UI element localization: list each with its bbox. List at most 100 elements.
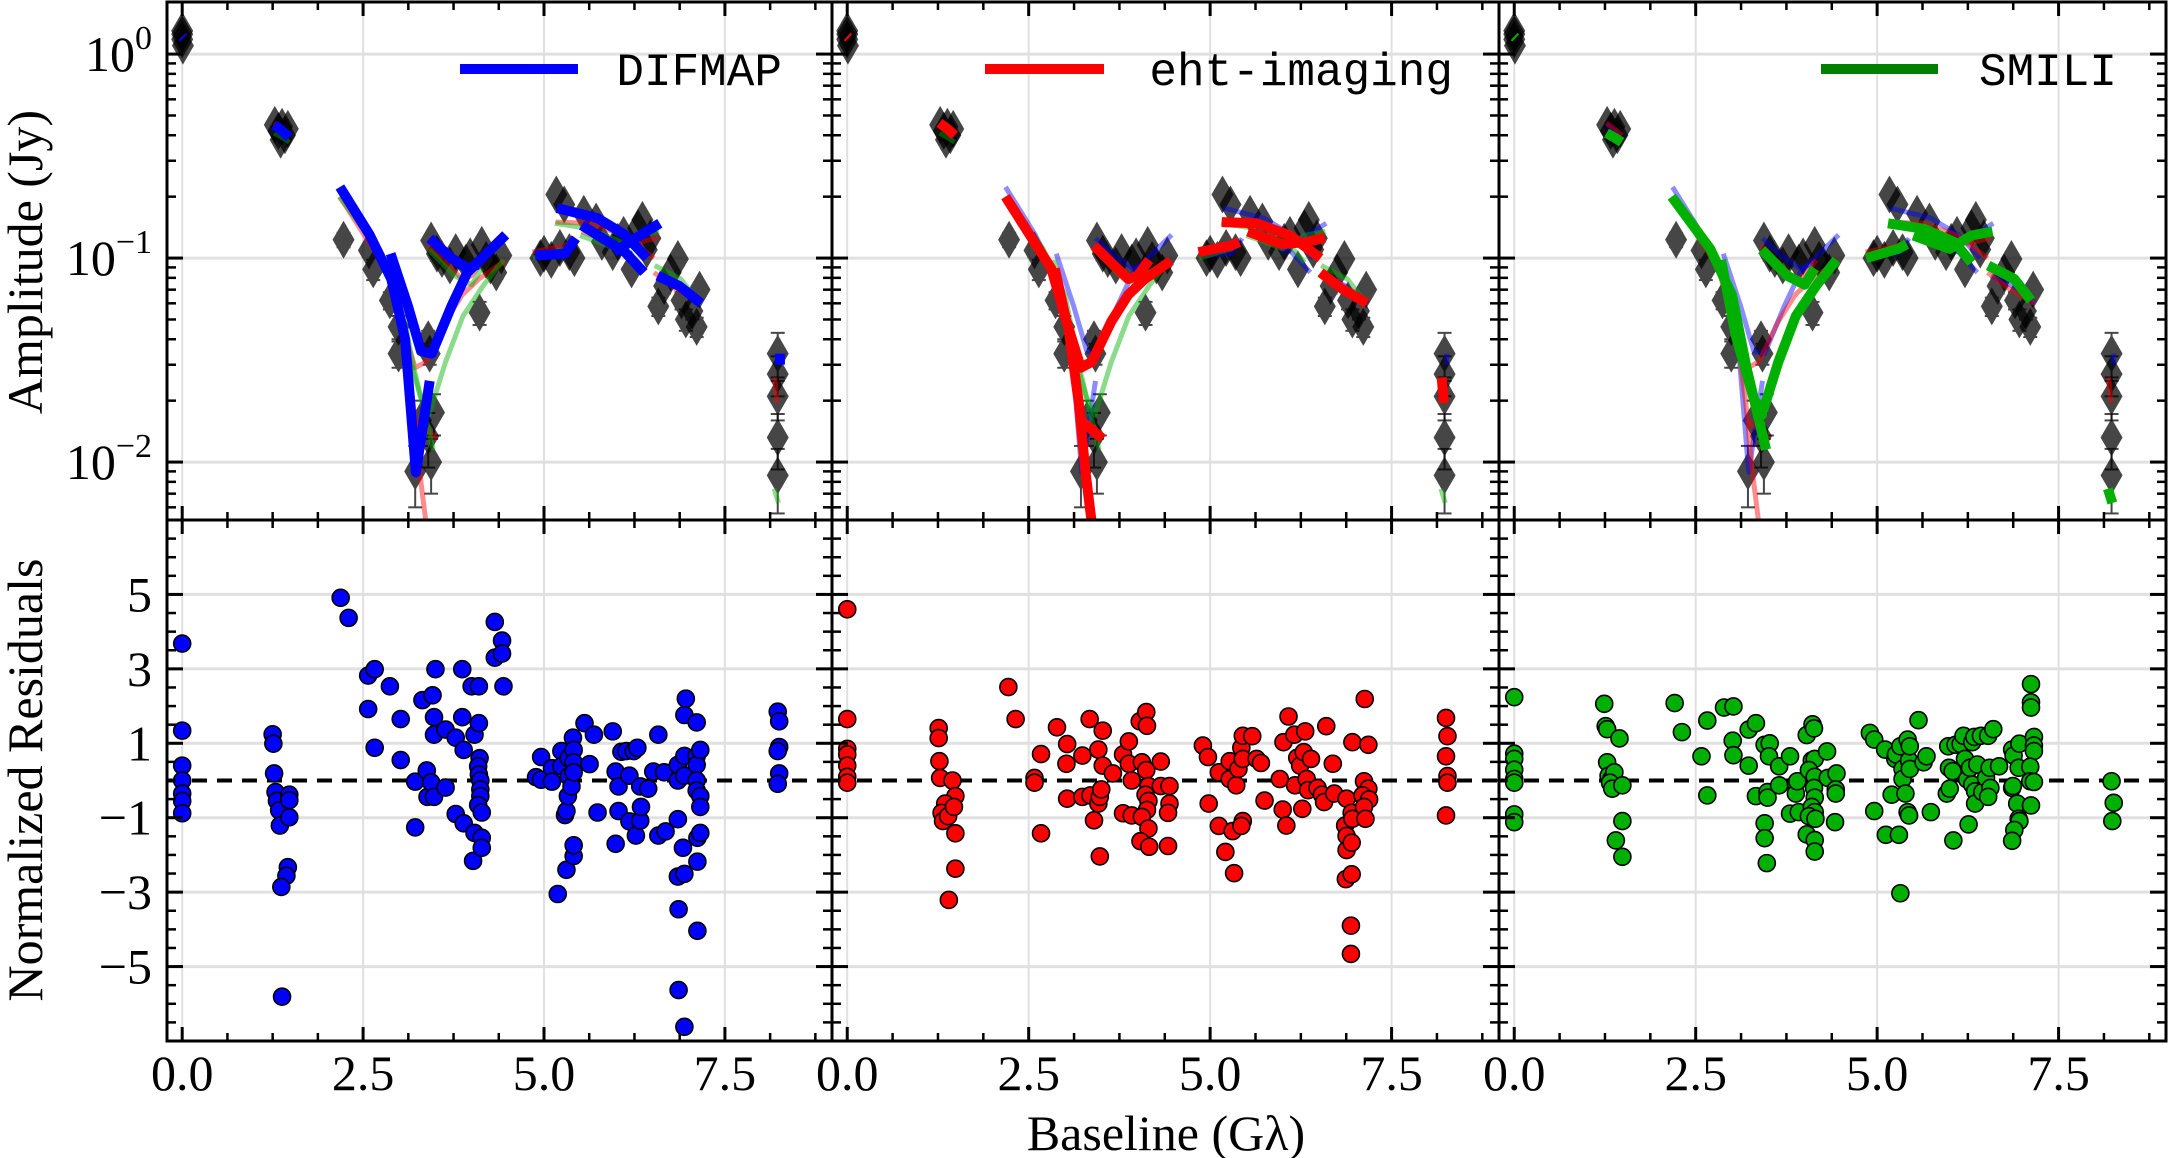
residual-point [391,750,411,770]
residual-plot-area [1499,674,2166,903]
data-point [1665,220,1688,259]
model-curve-difmap [534,235,580,261]
residual-point [2003,776,2023,796]
residual-point [2102,771,2121,791]
residual-point [1080,709,1099,729]
data-diamond [934,120,957,159]
data-diamond [2000,239,2023,278]
data-point [1433,447,1456,515]
residual-point [1293,799,1312,819]
residual-point [365,738,384,758]
model-curve-smili-faint [1438,487,1448,504]
data-point [666,239,689,278]
residual-point [930,751,949,771]
residual-point [279,808,299,827]
residual-point [1817,742,1837,761]
legend: eht-imaging [985,47,1453,99]
residual-point [1151,752,1171,771]
data-diamond [685,307,708,346]
residual-point [2024,772,2044,792]
residual-point [1804,719,1824,738]
ticks [1499,2,2166,1041]
residual-point [1006,709,1025,729]
model-curve-eht-imaging-faint [1604,120,1624,138]
residual-point [452,659,472,679]
residual-point [2021,796,2041,815]
residual-point [1093,721,1113,740]
data-diamond [766,456,789,495]
residual-point [929,728,948,748]
y-tick-label-residual: −3 [99,864,152,920]
residual-point [1343,732,1362,752]
residual-point [1090,847,1110,866]
residual-point [2021,674,2041,694]
residual-point [837,600,857,619]
residual-point [1889,825,1909,845]
x-tick-label: 5.0 [513,1045,576,1101]
panel-difmap: 0.0 2.5 5.0 7.5 DIFMAP [151,0,834,1101]
residual-point [638,779,658,798]
residual-point [656,822,675,841]
residual-point [1900,736,1920,756]
residual-point [564,763,583,782]
data-diamond [1665,220,1688,259]
y-axis-label-residuals: Normalized Residuals [0,559,53,1002]
residual-point [687,713,706,732]
model-curve-smili-faint [938,130,957,145]
residual-point [1355,689,1375,709]
data-diamond [2100,377,2123,416]
residual-point [472,803,492,822]
residual-point [631,797,651,817]
y-tick-label-amplitude: 10−2 [66,428,152,490]
residual-point [1139,837,1159,857]
data-diamond [1433,334,1456,373]
residual-point [1613,847,1632,867]
residual-point [1057,734,1077,754]
residual-point [1891,883,1910,903]
amplitude-axes [167,2,832,520]
residual-point [1826,784,1846,803]
data-point [171,11,194,50]
data-point [998,220,1021,259]
residual-point [1899,806,1919,825]
residual-point [944,797,964,817]
residual-point [1356,809,1375,829]
residual-point [649,725,668,745]
residual-point [469,677,489,696]
tick-exponent: −2 [116,428,152,465]
data-diamond [1219,185,1242,224]
x-tick-label: 0.0 [151,1045,214,1101]
legend: DIFMAP [460,47,782,99]
residual-point [264,734,283,753]
residual-point [279,790,299,810]
residual-point [603,722,623,741]
residual-point [1031,744,1051,764]
model-curve-difmap [271,120,293,142]
model-curve-eht-imaging [1246,226,1326,250]
legend: SMILI [1821,47,2117,99]
residual-point [1739,756,1758,775]
residual-point [769,712,789,731]
residual-point [472,838,492,858]
y-axis-label-amplitude: Amplitude (Jy) [0,110,53,414]
tick-base: 10 [66,230,116,286]
data-point [836,11,859,50]
residual-point [1089,740,1108,759]
residual-point [1198,747,1218,767]
residual-point [691,797,710,817]
residual-point [580,754,599,774]
model-curve-difmap [335,184,435,478]
residual-point [1047,717,1067,737]
model-curve-eht-imaging [1049,256,1174,373]
residual-point [1025,773,1044,793]
residual-plot-area [832,600,1499,964]
residual-point [463,851,483,871]
x-axis-label: Baseline (Gλ) [1027,1105,1305,1158]
y-tick-label-residual: 1 [127,715,152,771]
model-curve-difmap [655,271,705,308]
panels: 0.0 2.5 5.0 7.5 DIFMAP 0.0 2.5 5.0 7.5 eht-imagin… [66,0,2168,1101]
x-tick-label: 7.5 [2027,1045,2090,1101]
data-point [2000,239,2023,278]
data-point [1503,11,1526,50]
model-curve-smili [1716,256,1841,421]
